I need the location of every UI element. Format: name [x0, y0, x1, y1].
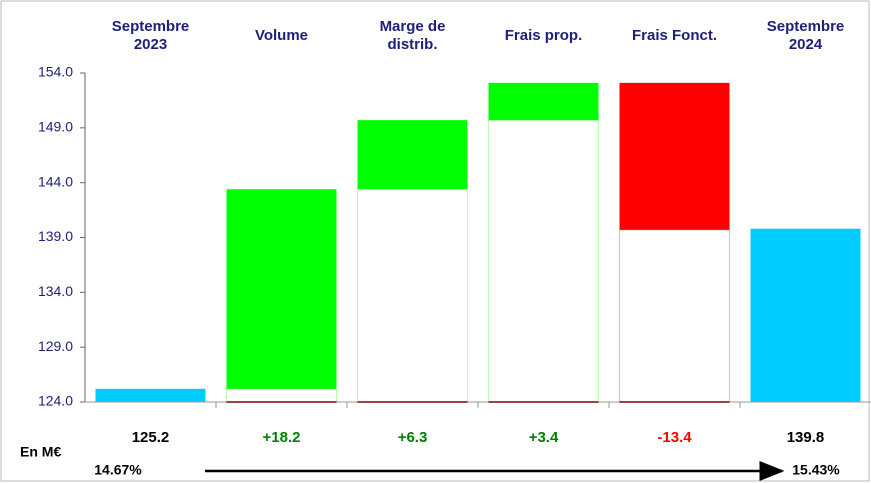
- value-label: -13.4: [657, 429, 692, 446]
- start-note: 14.67%: [94, 462, 142, 478]
- y-tick-label: 139.0: [38, 228, 73, 244]
- category-label: Frais prop.: [505, 27, 583, 44]
- bar: [95, 388, 206, 402]
- value-label: 139.8: [787, 429, 825, 446]
- end-note: 15.43%: [792, 462, 840, 478]
- y-tick-label: 134.0: [38, 283, 73, 299]
- category-label: Frais Fonct.: [632, 27, 717, 44]
- y-tick-label: 144.0: [38, 173, 73, 189]
- value-label: 125.2: [132, 429, 170, 446]
- category-label: Volume: [255, 27, 308, 44]
- y-tick-label: 149.0: [38, 119, 73, 135]
- bar: [357, 120, 468, 190]
- bar: [226, 189, 337, 389]
- category-label: Septembre 2024: [767, 18, 845, 53]
- bar: [750, 228, 861, 402]
- value-label: +6.3: [398, 429, 428, 446]
- bar-base: [488, 119, 599, 403]
- value-label: +18.2: [263, 429, 301, 446]
- bar-base: [226, 388, 337, 403]
- bar: [488, 82, 599, 121]
- y-tick-label: 129.0: [38, 338, 73, 354]
- y-tick-label: 154.0: [38, 64, 73, 80]
- bar-base: [357, 188, 468, 403]
- category-label: Septembre 2023: [112, 18, 190, 53]
- bar: [619, 82, 730, 230]
- value-label: +3.4: [529, 429, 559, 446]
- bar-base: [619, 229, 730, 403]
- y-tick-label: 124.0: [38, 393, 73, 409]
- unit-label: En M€: [20, 444, 61, 460]
- category-label: Marge de distrib.: [380, 18, 446, 53]
